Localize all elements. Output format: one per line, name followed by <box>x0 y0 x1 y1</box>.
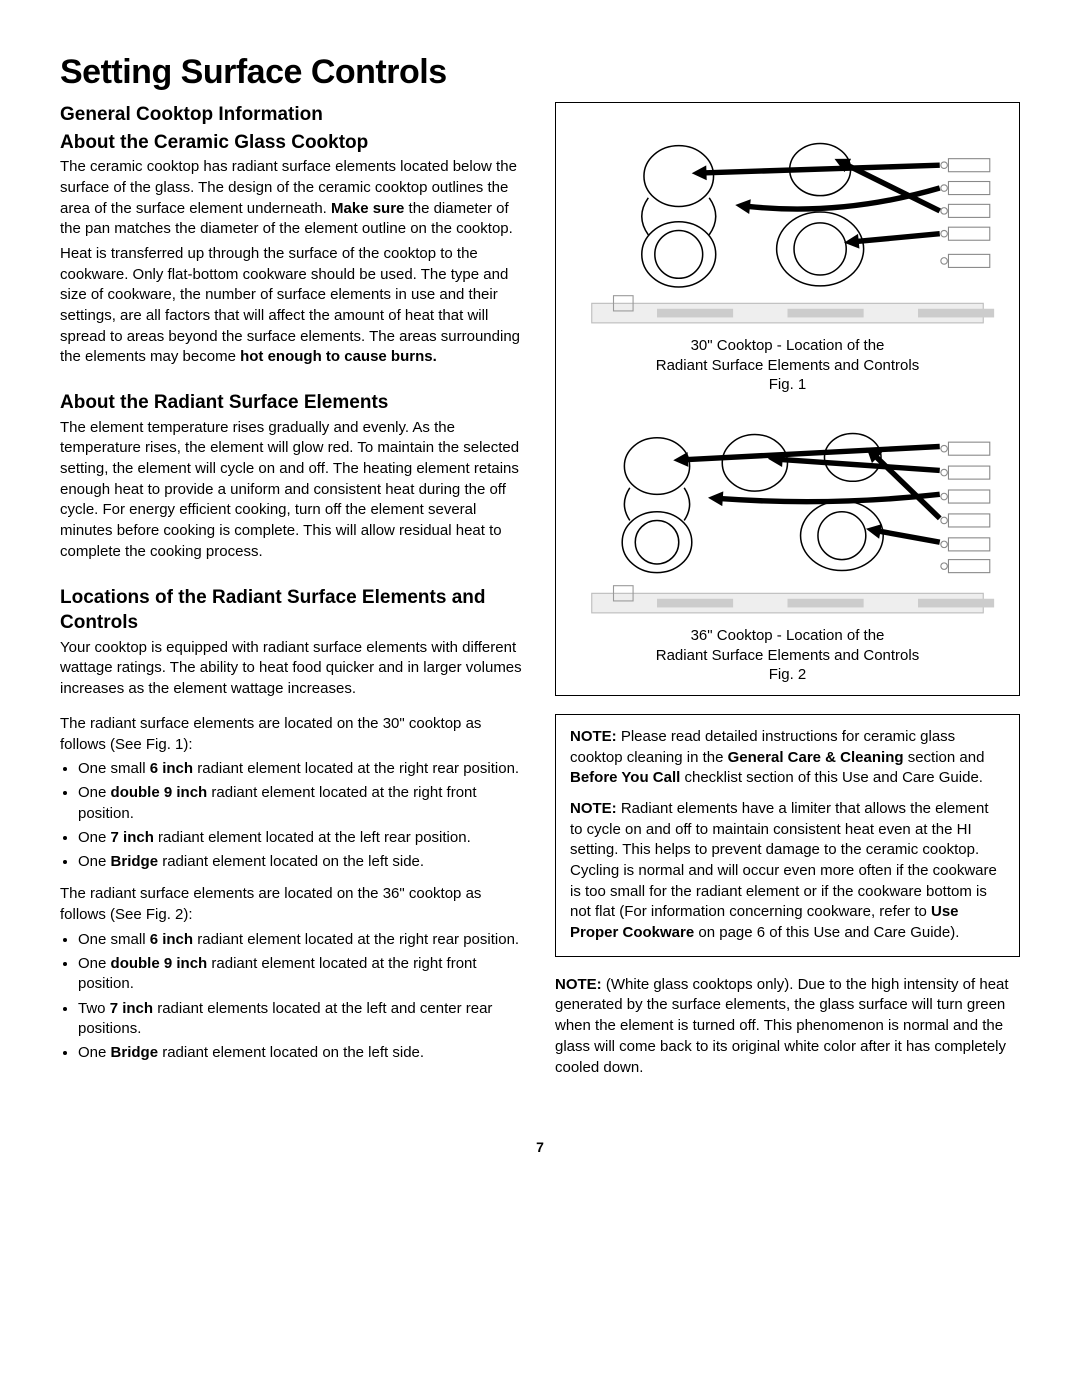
list-item: One small 6 inch radiant element located… <box>78 930 525 950</box>
list-item: One 7 inch radiant element located at th… <box>78 828 525 848</box>
list-item: One Bridge radiant element located on th… <box>78 1043 525 1063</box>
para-ceramic-2: Heat is transferred up through the surfa… <box>60 244 525 368</box>
figure-box-combined: 30" Cooktop - Location of the Radiant Su… <box>555 102 1020 696</box>
diagram-30in-cooktop <box>570 113 1005 331</box>
left-column: General Cooktop Information About the Ce… <box>60 102 525 1078</box>
heading-locations: Locations of the Radiant Surface Element… <box>60 585 525 636</box>
list-item: One Bridge radiant element located on th… <box>78 852 525 872</box>
para-locations-intro: Your cooktop is equipped with radiant su… <box>60 638 525 700</box>
list-30in: One small 6 inch radiant element located… <box>60 759 525 872</box>
heading-general-info: General Cooktop Information <box>60 102 525 128</box>
page-title: Setting Surface Controls <box>60 50 1020 96</box>
two-column-layout: General Cooktop Information About the Ce… <box>60 102 1020 1078</box>
para-36in-intro: The radiant surface elements are located… <box>60 884 525 925</box>
list-item: One double 9 inch radiant element locate… <box>78 783 525 824</box>
heading-ceramic-glass: About the Ceramic Glass Cooktop <box>60 130 525 156</box>
note-1: NOTE: Please read detailed instructions … <box>570 727 1005 789</box>
page-number: 7 <box>60 1138 1020 1157</box>
heading-radiant-elements: About the Radiant Surface Elements <box>60 390 525 416</box>
caption-fig2: 36" Cooktop - Location of the Radiant Su… <box>570 626 1005 685</box>
list-item: One small 6 inch radiant element located… <box>78 759 525 779</box>
para-radiant: The element temperature rises gradually … <box>60 418 525 563</box>
para-30in-intro: The radiant surface elements are located… <box>60 714 525 755</box>
list-36in: One small 6 inch radiant element located… <box>60 930 525 1064</box>
list-item: One double 9 inch radiant element locate… <box>78 954 525 995</box>
caption-fig1: 30" Cooktop - Location of the Radiant Su… <box>570 336 1005 395</box>
list-item: Two 7 inch radiant elements located at t… <box>78 999 525 1040</box>
note-3-white-glass: NOTE: (White glass cooktops only). Due t… <box>555 975 1020 1078</box>
note-box: NOTE: Please read detailed instructions … <box>555 714 1020 957</box>
diagram-36in-cooktop <box>570 403 1005 621</box>
para-ceramic-1: The ceramic cooktop has radiant surface … <box>60 157 525 240</box>
note-2: NOTE: Radiant elements have a limiter th… <box>570 799 1005 944</box>
right-column: 30" Cooktop - Location of the Radiant Su… <box>555 102 1020 1078</box>
